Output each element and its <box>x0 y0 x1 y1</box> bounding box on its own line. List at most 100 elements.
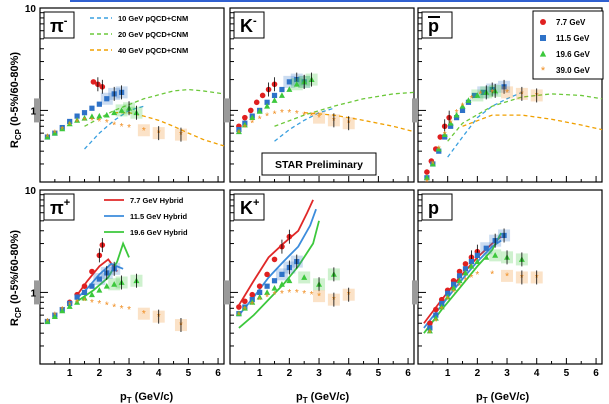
data-point <box>286 79 292 85</box>
data-point <box>249 114 256 121</box>
x-tick-label: 4 <box>346 368 352 379</box>
panel-3: *************p <box>412 7 603 189</box>
data-point: * <box>431 159 435 170</box>
data-point <box>423 174 430 181</box>
x-tick-label: 6 <box>593 368 599 379</box>
data-point <box>81 294 88 301</box>
x-tick-label: 5 <box>186 368 192 379</box>
data-point <box>241 305 248 311</box>
data-point <box>462 269 469 276</box>
model-line <box>423 232 502 334</box>
data-point: * <box>469 94 473 105</box>
energy-legend-label: 7.7 GeV <box>556 18 586 27</box>
data-point <box>453 111 460 118</box>
hybrid-legend: 7.7 GeV Hybrid 11.5 GeV Hybrid 19.6 GeV Hy… <box>104 196 188 237</box>
syst-box <box>501 269 514 282</box>
data-point <box>74 117 81 123</box>
data-point: * <box>258 296 262 307</box>
data-point <box>59 125 66 132</box>
data-point: * <box>428 329 432 340</box>
data-point <box>256 108 263 114</box>
data-point: * <box>45 317 49 328</box>
x-tick-label: 3 <box>316 368 322 379</box>
data-point: * <box>425 178 429 189</box>
panel-label: p <box>421 11 453 39</box>
data-point: * <box>127 305 131 316</box>
y-axis-label: RCP (0-5%/60-80%) <box>9 52 23 148</box>
data-point: * <box>120 304 124 315</box>
data-point <box>247 107 254 114</box>
data-point: * <box>53 311 57 322</box>
data-point: * <box>250 119 254 130</box>
data-point: * <box>434 317 438 328</box>
data-point: * <box>505 271 509 282</box>
data-point <box>253 99 260 106</box>
panel-label-superscript: - <box>64 15 68 27</box>
data-point <box>96 287 103 293</box>
data-point <box>81 289 88 296</box>
x-tick-label: 2 <box>97 368 103 379</box>
data-point: * <box>83 297 87 308</box>
data-point <box>271 97 278 103</box>
data-point <box>456 277 463 284</box>
energy-legend-label: 11.5 GeV <box>556 34 590 43</box>
data-point: * <box>68 301 72 312</box>
data-point: * <box>237 129 241 140</box>
preliminary-text: STAR Preliminary <box>275 159 363 171</box>
data-point <box>264 271 270 278</box>
data-point <box>426 327 433 334</box>
y-tick-label-1: 1 <box>30 288 36 299</box>
data-point <box>278 281 285 287</box>
data-point <box>264 283 270 289</box>
data-point <box>88 113 95 120</box>
data-point <box>241 121 248 128</box>
data-point <box>89 268 95 275</box>
data-point <box>44 133 51 140</box>
data-point <box>286 86 293 92</box>
data-point: * <box>237 311 241 322</box>
data-point <box>492 252 499 258</box>
data-point <box>456 268 463 275</box>
data-point: * <box>287 108 291 119</box>
data-point <box>256 293 263 300</box>
data-point <box>438 303 445 310</box>
data-point: * <box>142 309 146 320</box>
data-point <box>468 263 475 269</box>
data-point <box>257 289 263 296</box>
norm-box-gray <box>412 98 418 123</box>
x-tick-label: 3 <box>126 368 132 379</box>
data-point <box>74 299 81 305</box>
data-point <box>90 79 97 85</box>
panel-label: π- <box>43 11 75 39</box>
data-point: * <box>90 298 94 309</box>
data-point <box>249 291 256 298</box>
data-point: * <box>53 129 57 140</box>
model-line <box>114 112 225 147</box>
data-point <box>286 277 293 284</box>
data-point <box>468 258 475 265</box>
data-point: * <box>437 144 441 155</box>
data-point <box>249 299 256 305</box>
panel-label-text: K- <box>240 15 257 36</box>
panel-1: 101***************π- <box>25 4 225 183</box>
data-point: * <box>105 301 109 312</box>
x-tick-label: 4 <box>156 368 162 379</box>
data-point <box>448 123 454 129</box>
panel-label-text: p <box>428 198 439 218</box>
data-point <box>96 112 103 119</box>
data-point <box>465 97 472 103</box>
data-point <box>264 289 271 295</box>
data-point <box>427 320 433 327</box>
panel-label: K+ <box>233 193 265 221</box>
hybrid-legend-label: 19.6 GeV Hybrid <box>130 228 188 237</box>
panel-label-superscript: - <box>253 15 257 27</box>
data-point <box>279 86 285 93</box>
data-point <box>271 284 278 291</box>
panel-label: K- <box>233 11 265 39</box>
norm-box-gray <box>34 280 40 305</box>
data-point <box>459 102 466 109</box>
data-point <box>264 102 271 109</box>
data-point <box>453 115 460 121</box>
data-point: * <box>273 290 277 301</box>
data-point: * <box>449 119 453 130</box>
